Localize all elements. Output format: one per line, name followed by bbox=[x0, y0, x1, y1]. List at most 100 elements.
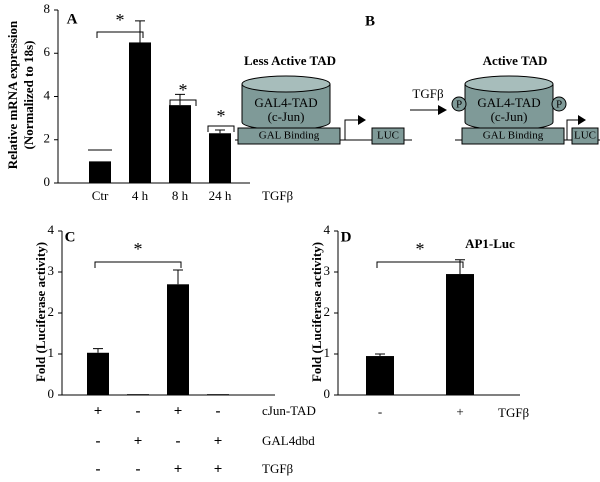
promoter-arrow bbox=[566, 119, 580, 140]
significance-star: * bbox=[217, 106, 226, 126]
condition-sign: + bbox=[214, 461, 223, 477]
bracket bbox=[169, 99, 197, 106]
condition-sign: + bbox=[214, 433, 223, 449]
reporter-box bbox=[571, 127, 599, 145]
condition-sign: - bbox=[96, 433, 101, 449]
promoter-arrow bbox=[344, 119, 360, 140]
reporter-box bbox=[371, 127, 405, 145]
tad-label: (c-Jun) bbox=[268, 109, 305, 124]
x-tick-label: 24 h bbox=[209, 188, 232, 203]
x-tick-label: Ctr bbox=[92, 188, 109, 203]
condition-name: cJun-TAD bbox=[262, 403, 316, 418]
bar bbox=[366, 356, 394, 395]
y-tick-label: 1 bbox=[48, 345, 55, 360]
y-axis-label: Relative mRNA expression bbox=[5, 20, 20, 169]
right-title: Active TAD bbox=[483, 53, 548, 68]
significance-star: * bbox=[416, 239, 425, 259]
tad-label: (c-Jun) bbox=[491, 109, 528, 124]
error-bar bbox=[375, 353, 385, 357]
arrow-head bbox=[578, 115, 586, 125]
error-bar bbox=[173, 269, 183, 285]
error-bar bbox=[215, 129, 225, 134]
y-axis-label: Fold (Luciferase activity) bbox=[309, 242, 324, 382]
significance-star: * bbox=[116, 10, 125, 30]
chart-title: AP1-Luc bbox=[465, 236, 515, 251]
bar bbox=[209, 133, 231, 183]
y-tick-label: 4 bbox=[44, 87, 51, 102]
y-tick-label: 3 bbox=[324, 263, 331, 278]
bar bbox=[167, 284, 189, 395]
bar bbox=[169, 105, 191, 183]
condition-sign: + bbox=[174, 403, 183, 419]
bar bbox=[87, 352, 109, 395]
stimulus-label: TGFβ bbox=[412, 86, 444, 101]
tad-label: GAL4-TAD bbox=[254, 95, 317, 110]
bar bbox=[446, 274, 474, 395]
phospho-label: P bbox=[456, 99, 462, 111]
condition-sign: + bbox=[134, 433, 143, 449]
bracket bbox=[94, 261, 182, 268]
phospho-label: P bbox=[556, 99, 562, 111]
binding-box bbox=[461, 127, 565, 145]
significance-star: * bbox=[134, 239, 143, 259]
reporter-label: LUC bbox=[377, 130, 399, 142]
tad-cylinder-top bbox=[464, 75, 554, 93]
bar bbox=[129, 42, 151, 183]
panel-c: C Fold (Luciferase activity)0 1 2 3 4 + - + - cJun… bbox=[33, 222, 316, 477]
condition-sign: + bbox=[174, 461, 183, 477]
panel-d: D AP1-Luc Fold (Luciferase activity)0 1 2 3 4 -… bbox=[309, 222, 530, 420]
bar bbox=[89, 161, 111, 183]
panel-label: A bbox=[67, 11, 78, 27]
x-axis-label: TGFβ bbox=[262, 188, 294, 203]
y-axis-label: (Normalized to 18s) bbox=[21, 40, 36, 149]
bar bbox=[207, 394, 229, 395]
bracket bbox=[96, 31, 144, 38]
tad-label: GAL4-TAD bbox=[477, 95, 540, 110]
condition-sign: - bbox=[176, 433, 181, 449]
arrow-head bbox=[358, 115, 366, 125]
phospho-circle bbox=[551, 96, 567, 112]
x-tick-label: - bbox=[378, 404, 382, 419]
error-bar bbox=[93, 348, 103, 353]
y-tick-label: 0 bbox=[44, 174, 51, 189]
y-tick-label: 4 bbox=[48, 222, 55, 237]
condition-sign: - bbox=[96, 461, 101, 477]
x-axis-label: TGFβ bbox=[498, 405, 530, 420]
x-tick-label: 8 h bbox=[172, 188, 189, 203]
bar bbox=[127, 394, 149, 395]
binding-label: GAL Binding bbox=[483, 130, 544, 142]
tad-cylinder-top bbox=[241, 75, 331, 93]
y-tick-label: 2 bbox=[44, 131, 51, 146]
panel-label: C bbox=[65, 229, 76, 245]
panel-label: D bbox=[341, 229, 352, 245]
condition-sign: - bbox=[216, 403, 221, 419]
y-tick-label: 3 bbox=[48, 263, 55, 278]
panel-a: A Relative mRNA expression (Normalized to … bbox=[5, 1, 294, 203]
condition-name: GAL4dbd bbox=[262, 433, 315, 448]
y-tick-label: 8 bbox=[44, 1, 51, 16]
binding-label: GAL Binding bbox=[259, 130, 320, 142]
bracket bbox=[207, 125, 235, 132]
reporter-label: LUC bbox=[574, 130, 596, 142]
y-tick-label: 2 bbox=[48, 304, 55, 319]
x-tick-label: + bbox=[456, 404, 463, 419]
condition-name: TGFβ bbox=[262, 461, 294, 476]
y-axis-label: Fold (Luciferase activity) bbox=[33, 242, 48, 382]
y-tick-label: 6 bbox=[44, 44, 51, 59]
y-tick-label: 4 bbox=[324, 222, 331, 237]
left-title: Less Active TAD bbox=[244, 53, 336, 68]
y-tick-label: 0 bbox=[48, 386, 55, 401]
bracket bbox=[376, 261, 464, 268]
y-tick-label: 0 bbox=[324, 386, 331, 401]
arrow-head bbox=[438, 105, 447, 115]
condition-sign: - bbox=[136, 403, 141, 419]
significance-star: * bbox=[179, 80, 188, 100]
panel-label: B bbox=[365, 13, 375, 29]
phospho-circle bbox=[451, 96, 467, 112]
x-tick-label: 4 h bbox=[132, 188, 149, 203]
y-tick-label: 1 bbox=[324, 345, 331, 360]
y-tick-label: 2 bbox=[324, 304, 331, 319]
binding-box bbox=[237, 127, 341, 145]
diagram-b: B Less Active TAD Active TAD GAL4-TAD (c… bbox=[235, 13, 600, 145]
